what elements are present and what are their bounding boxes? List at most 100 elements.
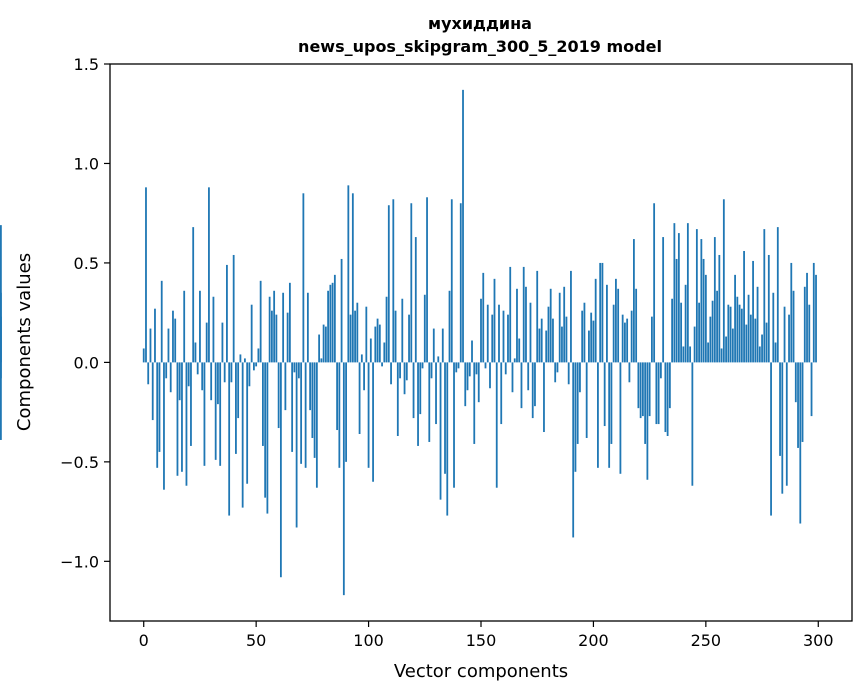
x-tick-label: 150	[466, 631, 497, 650]
bar-18	[183, 290, 186, 363]
bar-229	[657, 362, 660, 425]
y-axis-ticks: −1.0 −0.5 0.0 0.5 1.0 1.5	[60, 55, 110, 571]
bar-57	[270, 310, 273, 363]
bar-185	[558, 292, 561, 363]
bar-196	[583, 302, 586, 363]
bar-293	[801, 362, 804, 442]
bar-24	[196, 362, 199, 375]
bar-270	[749, 314, 752, 363]
bar-199	[590, 312, 593, 363]
bar-65	[288, 282, 291, 363]
x-axis-ticks: 0 50 100 150 200 250 300	[139, 621, 834, 650]
bar-178	[543, 362, 545, 433]
bar-146	[471, 340, 473, 363]
bar-73	[306, 292, 309, 363]
bar-94	[354, 310, 356, 363]
bar-147	[473, 362, 476, 444]
bar-41	[235, 362, 237, 454]
bar-5	[154, 308, 156, 363]
bar-59	[275, 314, 278, 363]
bar-64	[286, 312, 289, 363]
bar-235	[671, 298, 674, 363]
bar-163	[509, 266, 512, 363]
bar-144	[466, 362, 469, 391]
bar-176	[538, 328, 541, 363]
bar-219	[635, 288, 638, 363]
bar-86	[336, 362, 338, 431]
bar-244	[691, 362, 694, 486]
bar-168	[520, 362, 523, 409]
bar-10	[165, 362, 168, 379]
bar-206	[606, 284, 608, 363]
bar-265	[738, 304, 741, 363]
bar-9	[163, 362, 165, 490]
bar-292	[799, 362, 802, 524]
bar-170	[525, 286, 527, 363]
y-tick-label: 0.5	[74, 254, 99, 273]
bar-104	[376, 318, 379, 363]
bar-252	[709, 316, 712, 363]
bar-60	[277, 362, 280, 429]
bar-96	[358, 362, 361, 434]
bar-202	[597, 362, 599, 468]
bar-180	[547, 306, 550, 363]
bar-46	[246, 362, 249, 484]
bar-295	[806, 272, 808, 363]
bar-233	[666, 362, 669, 436]
bar-157	[495, 362, 498, 488]
bar-225	[648, 362, 651, 417]
bar-250	[704, 274, 707, 363]
bar-299	[815, 274, 817, 363]
y-tick-label: 0.0	[74, 353, 99, 372]
bar-277	[765, 322, 768, 363]
bar-2	[147, 362, 150, 385]
bar-243	[689, 346, 692, 363]
bar-175	[536, 270, 539, 363]
bar-238	[677, 233, 680, 363]
bar-75	[311, 362, 314, 438]
bar-253	[711, 300, 714, 363]
bar-266	[740, 308, 743, 363]
bar-215	[626, 318, 629, 363]
bar-275	[761, 334, 763, 363]
bar-98	[363, 362, 365, 391]
bar-30	[210, 362, 213, 401]
bar-72	[304, 362, 307, 468]
bar-154	[489, 362, 491, 389]
bar-125	[423, 294, 426, 363]
bar-209	[612, 304, 615, 363]
bar-258	[722, 199, 725, 363]
bar-269	[747, 294, 750, 363]
x-axis-label: Vector components	[394, 661, 568, 682]
bar-158	[498, 304, 500, 363]
bar-140	[457, 362, 460, 369]
bar-78	[318, 334, 321, 363]
bar-114	[399, 362, 401, 379]
bar-212	[619, 362, 622, 474]
bar-222	[641, 362, 644, 417]
bar-142	[462, 89, 464, 363]
bar-153	[486, 304, 489, 363]
bar-200	[592, 320, 595, 363]
bar-undefined	[0, 225, 2, 363]
bar-138	[453, 362, 455, 488]
bar-227	[653, 203, 656, 363]
bar-135	[446, 362, 449, 516]
bar-297	[810, 362, 813, 417]
bar-69	[297, 362, 300, 379]
bar-112	[394, 310, 397, 363]
bar-230	[659, 362, 662, 379]
y-tick-label: 1.0	[74, 154, 99, 173]
bar-220	[637, 362, 640, 409]
bar-87	[338, 362, 341, 468]
bar-216	[628, 362, 631, 383]
bar-133	[441, 328, 444, 363]
bar-221	[639, 362, 642, 419]
bar-21	[190, 362, 192, 446]
bar-139	[455, 362, 458, 373]
bar-61	[279, 362, 282, 578]
bar-197	[585, 362, 588, 438]
bar-137	[450, 199, 453, 363]
bar-280	[772, 292, 775, 363]
bar-259	[725, 336, 727, 363]
